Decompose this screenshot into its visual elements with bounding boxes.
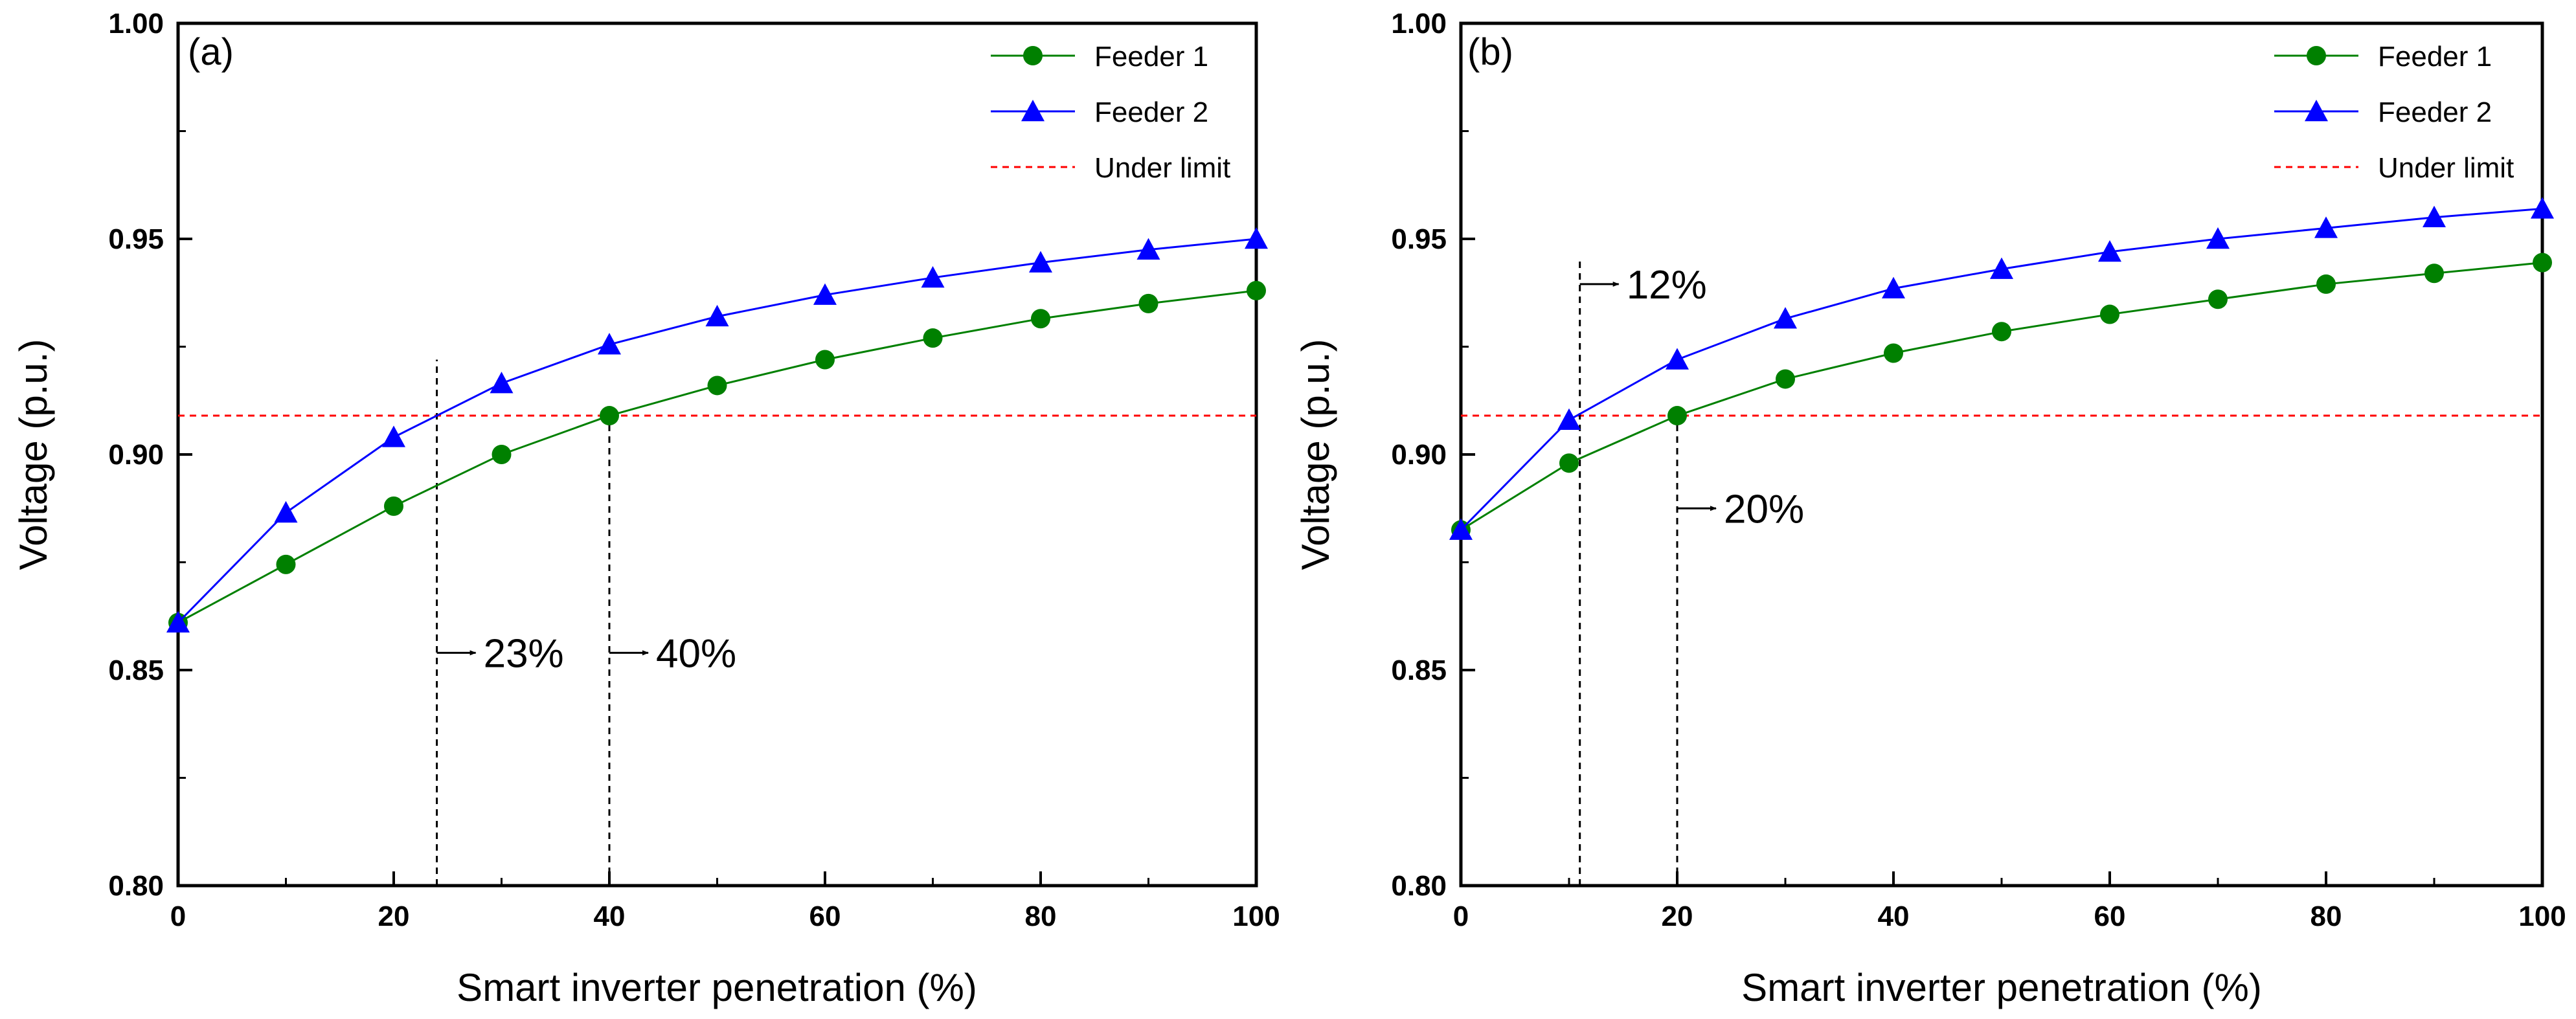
- series-line: [177, 289, 1257, 624]
- x-tick-label: 20: [378, 901, 410, 932]
- panel-b: 12%20% 0 20 40 60 80 1000.800.850.900.951.00 …: [1294, 8, 2566, 1009]
- x-tick-label: 100: [2518, 901, 2566, 932]
- y-tick-label: 0.80: [1391, 870, 1447, 902]
- x-tick-label: 20: [1662, 901, 1693, 932]
- legend-marker: [1023, 46, 1043, 65]
- x-tick-label: 80: [1025, 901, 1057, 932]
- y-tick-label: 0.90: [1391, 439, 1447, 471]
- x-axis-title: Smart inverter penetration (%): [1741, 966, 2262, 1009]
- series-line: [177, 238, 1257, 623]
- y-axis-title: Voltage (p.u.): [1294, 339, 1337, 570]
- y-tick-label: 1.00: [1391, 8, 1447, 39]
- x-tick-label: 60: [2094, 901, 2126, 932]
- data-point: [921, 265, 945, 288]
- y-tick-label: 0.85: [1391, 655, 1447, 686]
- legend-label: Under limit: [1094, 152, 1230, 184]
- legend-label: Feeder 1: [2378, 41, 2492, 73]
- x-tick-label: 80: [2310, 901, 2342, 932]
- legend-label: Under limit: [2378, 152, 2514, 184]
- annotation-label: 40%: [656, 631, 736, 676]
- data-point: [1882, 276, 1905, 298]
- data-point: [813, 283, 837, 305]
- data-point: [1990, 257, 2013, 279]
- data-point: [2316, 274, 2336, 294]
- data-point: [1029, 251, 1052, 273]
- x-tick-label: 60: [809, 901, 841, 932]
- y-tick-label: 1.00: [108, 8, 164, 39]
- data-point: [1992, 322, 2011, 342]
- y-tick-label: 0.95: [108, 223, 164, 255]
- data-point: [707, 375, 727, 396]
- x-tick-label: 0: [1453, 901, 1469, 932]
- data-point: [2098, 240, 2121, 262]
- legend-label: Feeder 2: [1094, 96, 1208, 128]
- data-point: [1559, 453, 1579, 473]
- data-point: [923, 328, 943, 348]
- legend-label: Feeder 1: [1094, 41, 1208, 73]
- data-point: [1666, 348, 1689, 370]
- data-point: [1138, 293, 1158, 313]
- data-point: [2423, 205, 2446, 227]
- data-point: [2314, 216, 2338, 238]
- y-axis-title: Voltage (p.u.): [12, 339, 55, 570]
- data-point: [2531, 197, 2554, 219]
- y-tick-label: 0.90: [108, 439, 164, 471]
- data-point: [2424, 263, 2444, 284]
- data-point: [1136, 238, 1160, 260]
- panel-label: (a): [188, 31, 234, 73]
- legend-label: Feeder 2: [2378, 96, 2492, 128]
- data-point: [705, 304, 729, 327]
- annotation-label: 12%: [1627, 263, 1707, 308]
- y-tick-label: 0.80: [108, 870, 164, 902]
- data-point: [2208, 289, 2228, 309]
- data-point: [276, 554, 296, 574]
- data-point: [1247, 280, 1266, 300]
- legend-marker: [1021, 100, 1045, 122]
- data-point: [2533, 252, 2552, 273]
- data-point: [1245, 227, 1268, 249]
- legend-marker: [2305, 100, 2328, 122]
- data-point: [384, 496, 403, 516]
- panel-a: 23% 40% 0 20 40 60 80 1000.800.850.900.951.00 …: [12, 8, 1280, 1009]
- data-point: [2100, 304, 2119, 324]
- x-tick-label: 100: [1232, 901, 1280, 932]
- data-point: [1667, 406, 1687, 426]
- legend-marker: [2307, 46, 2326, 65]
- x-tick-label: 0: [170, 901, 186, 932]
- data-point: [1031, 309, 1050, 329]
- data-point: [491, 445, 512, 464]
- data-point: [382, 425, 405, 447]
- data-point: [1776, 369, 1795, 389]
- data-point: [1449, 518, 1473, 540]
- data-point: [600, 406, 619, 426]
- data-point: [598, 333, 621, 355]
- panel-label: (b): [1467, 31, 1513, 73]
- x-tick-label: 40: [594, 901, 626, 932]
- series-line: [1460, 262, 2543, 531]
- series-line: [1460, 207, 2543, 531]
- annotation-label: 20%: [1724, 487, 1804, 532]
- x-tick-label: 40: [1878, 901, 1910, 932]
- data-point: [1774, 307, 1797, 329]
- y-tick-label: 0.85: [108, 655, 164, 686]
- data-point: [166, 610, 190, 633]
- data-point: [2206, 227, 2230, 249]
- y-tick-label: 0.95: [1391, 223, 1447, 255]
- data-point: [1884, 343, 1903, 363]
- data-point: [490, 372, 514, 394]
- data-point: [274, 500, 298, 523]
- x-axis-title: Smart inverter penetration (%): [457, 966, 977, 1009]
- data-point: [1557, 408, 1581, 431]
- annotation-label: 23%: [484, 631, 564, 676]
- data-point: [815, 350, 835, 370]
